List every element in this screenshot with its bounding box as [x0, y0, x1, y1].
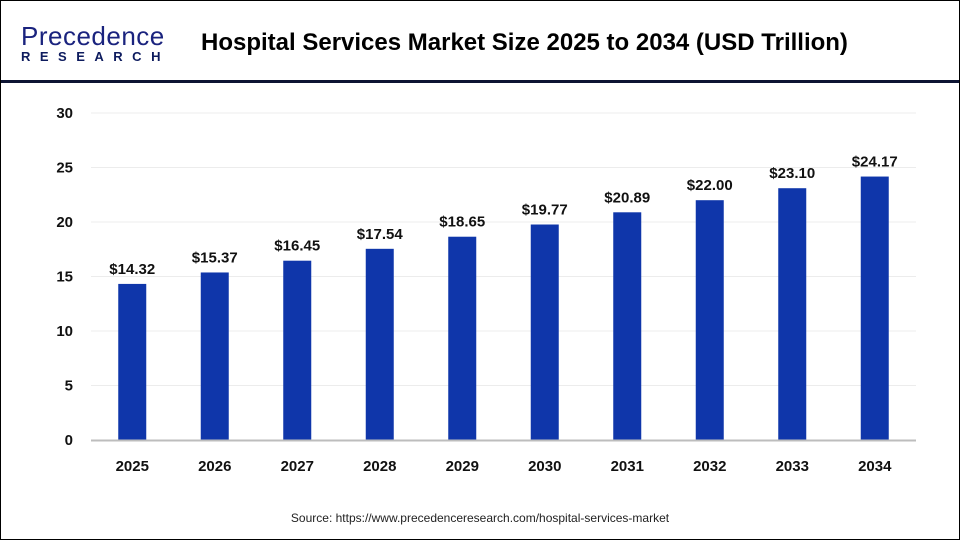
data-label: $17.54: [357, 226, 404, 243]
bar: [695, 200, 724, 440]
data-label: $22.00: [687, 177, 733, 194]
data-label: $14.32: [109, 261, 155, 278]
bar: [778, 188, 807, 440]
x-tick-label: 2028: [363, 458, 396, 475]
bar: [530, 224, 559, 440]
x-tick-label: 2027: [281, 458, 314, 475]
logo-line2: RESEARCH: [21, 49, 170, 64]
y-tick-label: 0: [65, 432, 73, 449]
x-tick-label: 2030: [528, 458, 561, 475]
y-tick-label: 15: [56, 269, 73, 286]
bar: [448, 236, 477, 440]
header-divider: [1, 80, 959, 83]
bar: [365, 248, 394, 440]
y-tick-label: 5: [65, 378, 73, 395]
source-note: Source: https://www.precedenceresearch.c…: [290, 511, 670, 525]
x-tick-label: 2026: [198, 458, 231, 475]
x-tick-label: 2025: [116, 458, 149, 475]
y-tick-label: 25: [56, 160, 73, 177]
y-tick-label: 30: [56, 105, 73, 122]
data-label: $19.77: [522, 202, 568, 219]
x-tick-label: 2031: [611, 458, 644, 475]
data-label: $16.45: [274, 238, 320, 255]
x-tick-label: 2032: [693, 458, 726, 475]
data-label: $24.17: [852, 154, 898, 171]
bar: [860, 176, 889, 440]
logo-line1: Precedence: [21, 21, 165, 51]
x-tick-label: 2029: [446, 458, 479, 475]
x-tick-label: 2034: [858, 458, 892, 475]
y-tick-label: 20: [56, 214, 73, 231]
bar: [200, 272, 229, 440]
bar: [613, 212, 642, 440]
data-label: $23.10: [769, 165, 815, 182]
data-label: $20.89: [604, 189, 650, 206]
precedence-research-logo: Precedence RESEARCH: [17, 21, 167, 65]
x-tick-label: 2033: [776, 458, 809, 475]
chart-title: Hospital Services Market Size 2025 to 20…: [201, 29, 848, 56]
data-label: $18.65: [439, 214, 485, 231]
bar: [283, 260, 312, 440]
bar: [118, 283, 147, 440]
data-label: $15.37: [192, 249, 238, 266]
y-tick-label: 10: [56, 323, 73, 340]
